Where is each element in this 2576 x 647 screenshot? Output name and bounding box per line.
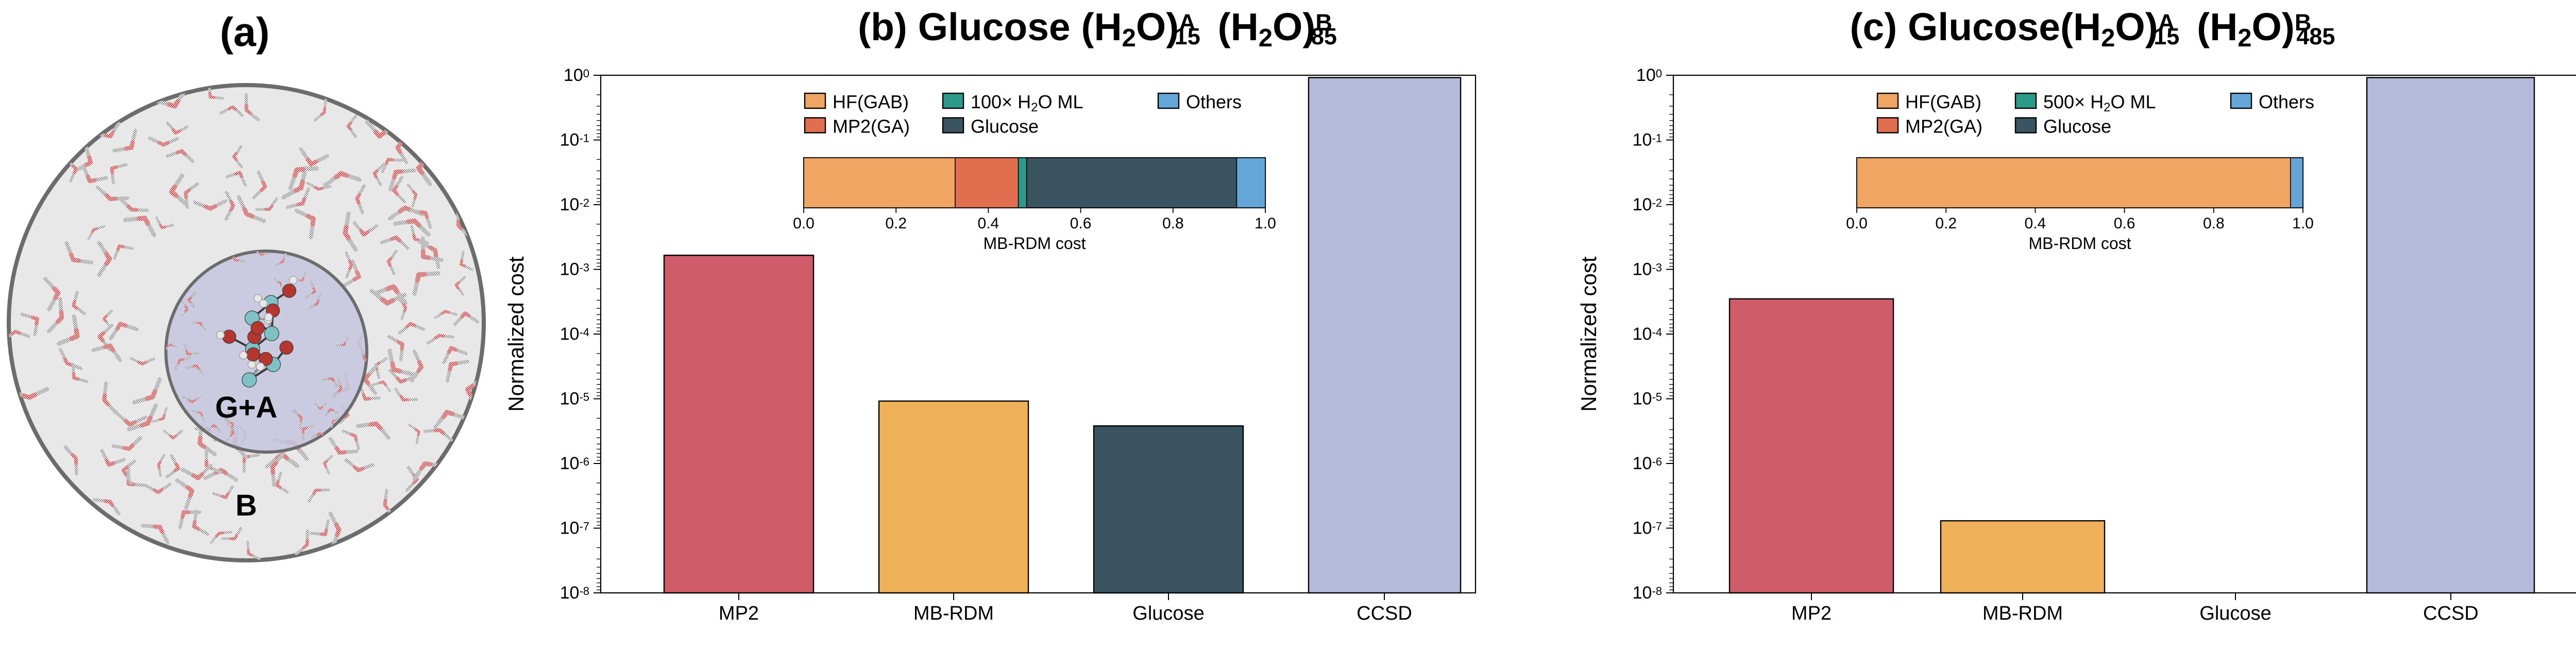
svg-text:10-4: 10-4 [1633,324,1662,344]
svg-text:Glucose: Glucose [2199,603,2271,624]
svg-text:100: 100 [564,65,589,85]
svg-text:0.8: 0.8 [2203,215,2225,232]
svg-text:10-5: 10-5 [1633,389,1662,409]
svg-text:10-8: 10-8 [560,583,589,603]
svg-text:10-2: 10-2 [560,195,589,214]
svg-text:Others: Others [1186,91,1242,112]
svg-text:1.0: 1.0 [2292,215,2314,232]
svg-text:MB-RDM: MB-RDM [1982,603,2063,624]
svg-text:(b) Glucose (H2O)A15 (H2O)B85: (b) Glucose (H2O)A 15 (H2O)B 85 [858,5,1337,52]
svg-text:10-7: 10-7 [1633,519,1662,538]
svg-text:0.0: 0.0 [793,215,815,232]
svg-text:10-2: 10-2 [1633,195,1662,214]
svg-text:100× H2O ML: 100× H2O ML [971,91,1083,114]
svg-text:10-7: 10-7 [560,519,589,538]
svg-text:HF(GAB): HF(GAB) [1905,91,1981,112]
svg-text:0.0: 0.0 [1846,215,1868,232]
svg-text:0.4: 0.4 [2025,215,2046,232]
svg-text:MB-RDM: MB-RDM [913,603,994,624]
svg-text:10-6: 10-6 [560,454,589,473]
svg-text:0.6: 0.6 [2114,215,2136,232]
svg-text:10-4: 10-4 [560,324,589,344]
svg-text:Others: Others [2259,91,2314,112]
svg-text:0.2: 0.2 [1935,215,1957,232]
svg-text:MB-RDM cost: MB-RDM cost [2028,234,2131,253]
svg-text:10-6: 10-6 [1633,454,1662,473]
svg-text:MP2: MP2 [719,603,759,624]
svg-text:Glucose: Glucose [1132,603,1204,624]
svg-text:B: B [235,489,257,522]
svg-text:G+A: G+A [215,391,278,424]
svg-text:Glucose: Glucose [971,116,1039,137]
svg-text:10-1: 10-1 [560,130,589,150]
svg-text:0.6: 0.6 [1070,215,1092,232]
svg-text:MP2(GA): MP2(GA) [833,116,910,137]
svg-text:10-3: 10-3 [1633,260,1662,279]
svg-text:Normalized cost: Normalized cost [1577,256,1601,411]
svg-text:Glucose: Glucose [2043,116,2111,137]
svg-text:HF(GAB): HF(GAB) [833,91,909,112]
svg-text:100: 100 [1636,65,1662,85]
svg-text:MB-RDM cost: MB-RDM cost [983,234,1086,253]
svg-text:0.4: 0.4 [978,215,999,232]
svg-text:CCSD: CCSD [1357,603,1412,624]
svg-text:10-5: 10-5 [560,389,589,409]
svg-text:MP2: MP2 [1791,603,1832,624]
svg-text:0.2: 0.2 [885,215,907,232]
svg-text:1.0: 1.0 [1255,215,1276,232]
svg-text:10-8: 10-8 [1633,583,1662,603]
svg-text:Normalized cost: Normalized cost [504,256,528,411]
svg-text:0.8: 0.8 [1162,215,1184,232]
svg-text:10-3: 10-3 [560,260,589,279]
svg-text:CCSD: CCSD [2423,603,2479,624]
svg-text:MP2(GA): MP2(GA) [1905,116,1982,137]
svg-text:500× H2O ML: 500× H2O ML [2043,91,2156,114]
svg-text:10-1: 10-1 [1633,130,1662,150]
